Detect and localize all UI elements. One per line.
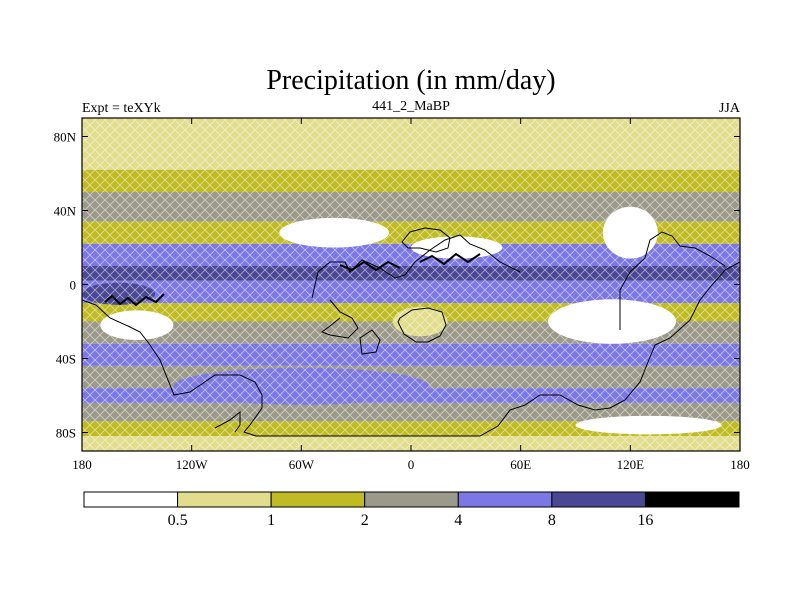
colorbar-swatch [551, 491, 646, 508]
colorbar-level-label: 0.5 [168, 512, 188, 529]
coastline-americas [82, 261, 740, 437]
x-axis: 180 120W 60W 0 60E 120E 180 [72, 118, 750, 472]
colorbar-swatch [364, 491, 459, 508]
x-tick-label: 120W [176, 457, 209, 472]
heavy-rain-contour-asia [419, 252, 481, 266]
coastline-antarctica-west [214, 410, 241, 433]
y-tick-label: 40S [56, 352, 76, 367]
colorbar-swatch [457, 491, 553, 508]
colorbar-swatch [177, 491, 272, 508]
colorbar-swatch [644, 491, 740, 508]
coastline-south-america [320, 299, 359, 339]
stipple-overlay [82, 118, 740, 451]
coastline-asia [619, 231, 726, 330]
heavy-rain-contour-atlantic [339, 260, 401, 272]
coastline-africa [397, 307, 447, 343]
x-tick-label: 180 [72, 457, 92, 472]
x-tick-label: 0 [408, 457, 415, 472]
coastline-central-america [311, 234, 521, 299]
y-tick-label: 80S [56, 426, 76, 441]
coastline-chile [359, 329, 381, 355]
y-tick-label: 80N [54, 130, 77, 145]
colorbar-level-label: 1 [267, 512, 275, 529]
x-tick-label: 180 [730, 457, 750, 472]
period-label: 441_2_MaBP [372, 99, 450, 114]
colorbar-level-label: 16 [637, 512, 653, 529]
experiment-label: Expt = teXYk [82, 101, 161, 116]
coastline-europe [401, 227, 451, 253]
heavy-rain-contours [104, 252, 481, 307]
heavy-rain-contour-pacific [104, 293, 165, 307]
season-label: JJA [719, 101, 741, 116]
colorbar-level-label: 4 [454, 512, 462, 529]
coastlines [82, 227, 740, 437]
y-tick-label: 0 [70, 278, 77, 293]
y-axis: 80N 40N 0 40S 80S [54, 130, 740, 441]
colorbar-swatch [270, 491, 366, 508]
colorbar: 0.5 1 2 4 8 16 [83, 491, 740, 529]
colorbar-level-label: 8 [548, 512, 556, 529]
colorbar-level-label: 2 [361, 512, 369, 529]
x-tick-label: 60W [289, 457, 315, 472]
chart-title: Precipitation (in mm/day) [266, 65, 555, 96]
x-tick-label: 120E [617, 457, 645, 472]
y-tick-label: 40N [54, 204, 77, 219]
colorbar-swatch [83, 491, 179, 508]
x-tick-label: 60E [510, 457, 531, 472]
